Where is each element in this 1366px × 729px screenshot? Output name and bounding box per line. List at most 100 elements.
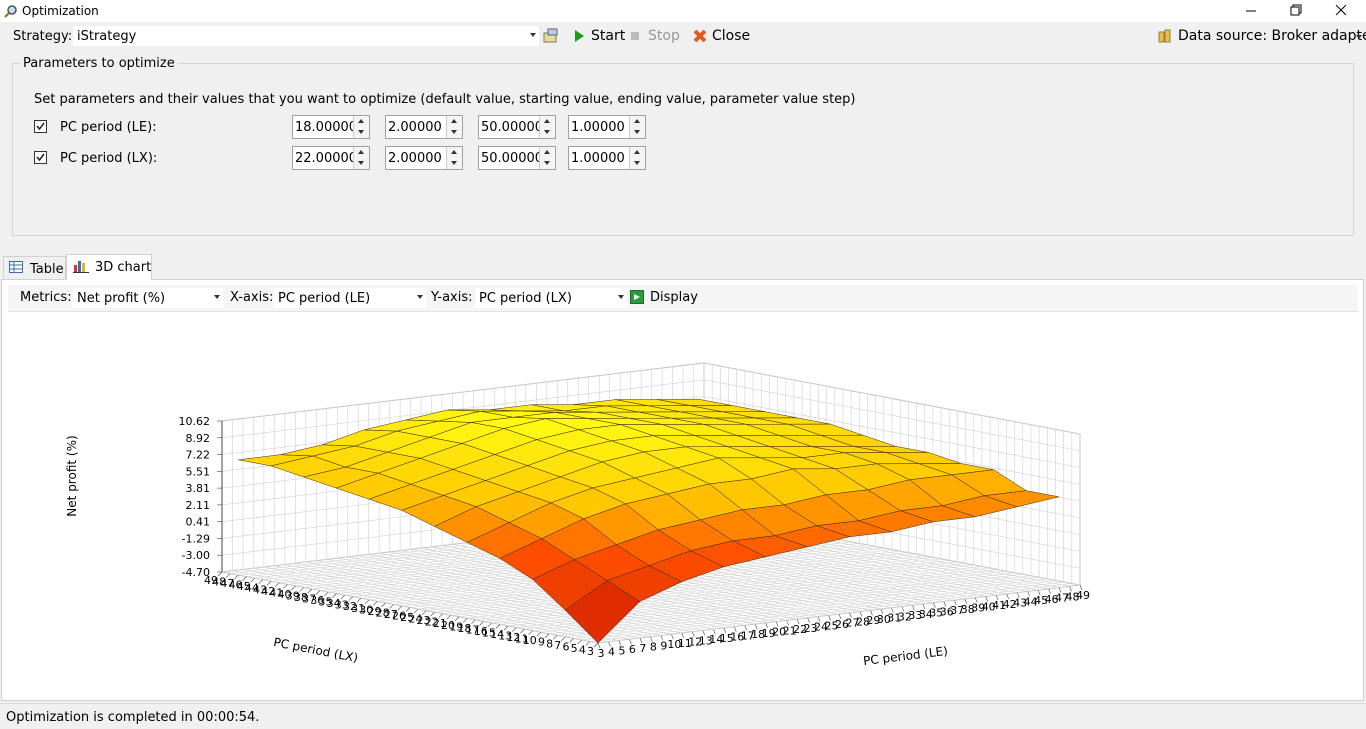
grid-line (483, 563, 966, 622)
data-source-button[interactable]: Data source: Broker adapter (1178, 28, 1366, 44)
end-value: 50.00000 (481, 120, 544, 135)
tab-label: Table (30, 262, 64, 277)
y-tick-label: 5 (571, 642, 578, 655)
y-tick-label: 41 (269, 586, 283, 599)
tab[interactable]: Table (3, 256, 66, 278)
tab-label: 3D chart (95, 260, 152, 275)
x-tick-label: 20 (772, 626, 786, 639)
tab-active[interactable]: 3D chart (66, 254, 152, 280)
tick-mark (275, 582, 280, 588)
grid-line (557, 576, 1040, 636)
x-tick-label: 38 (961, 603, 975, 616)
tick-mark (552, 635, 558, 640)
y-tick-label: 9 (538, 636, 545, 649)
tick-mark (503, 625, 509, 631)
y-tick-label: 24 (408, 613, 422, 626)
tick-mark (671, 634, 674, 640)
title-bar: Optimization (0, 0, 1366, 22)
x-tick-label: 35 (929, 607, 943, 620)
tick-mark (702, 630, 706, 636)
default-value: 18.00000 (295, 120, 358, 135)
y-tick-label: 13 (498, 630, 512, 643)
x-tick-label: 15 (720, 632, 734, 645)
grid-line (548, 575, 1031, 635)
y-tick-label: 30 (359, 603, 373, 616)
tick-mark (585, 641, 591, 646)
default-spin[interactable]: 18.00000 (292, 115, 370, 139)
z-tick-label: 10.62 (179, 415, 211, 428)
y-tick-label: 39 (286, 589, 300, 602)
checkbox[interactable] (34, 151, 47, 164)
display-icon (630, 290, 644, 304)
z-tick-label: 7.22 (186, 449, 211, 462)
tick-mark (528, 630, 533, 635)
grid-line (459, 558, 942, 618)
parameters-instruction: Set parameters and their values that you… (34, 92, 856, 107)
z-tick-label: 3.81 (186, 482, 211, 495)
tick-mark (754, 623, 758, 630)
x-axis-title: PC period (LE) (862, 644, 948, 668)
data-source-arrow (1356, 35, 1362, 39)
tick-mark (974, 597, 978, 603)
app-icon (4, 5, 17, 18)
tick-mark (891, 607, 894, 613)
y-tick-label: 12 (506, 631, 520, 644)
y-axis-label: Y-axis: (431, 290, 473, 305)
y-axis-combo[interactable]: PC period (LX) (475, 288, 627, 308)
tick-mark (324, 591, 329, 597)
grid-line (581, 581, 1064, 641)
grid-line (597, 584, 1081, 644)
surface-chart: 3 4 5 6 7 8 9 101112131415161718192021222324252… (65, 362, 1090, 668)
x-tick-label: 16 (730, 631, 744, 644)
end-spin[interactable]: 50.00000 (478, 115, 556, 139)
x-tick-label: 25 (825, 619, 839, 632)
y-tick-label: 8 (546, 637, 553, 650)
y-tick-label: 15 (482, 626, 496, 639)
x-tick-label: 13 (699, 634, 713, 647)
x-tick-label: 24 (814, 621, 828, 634)
stop-button[interactable]: Stop (648, 28, 680, 44)
grid-line (703, 379, 1081, 452)
x-tick-label: 30 (877, 613, 891, 626)
surface-cell (984, 490, 1060, 508)
metrics-label: Metrics: (20, 290, 72, 305)
z-tick-label: -1.29 (182, 532, 210, 545)
y-tick-label: 17 (466, 623, 480, 636)
strategy-combo[interactable]: iStrategy (73, 26, 539, 46)
tick-mark (796, 618, 800, 625)
strategy-label: Strategy: (13, 29, 73, 44)
y-tick-label: 36 (310, 594, 324, 607)
metrics-combo[interactable]: Net profit (%) (73, 288, 223, 308)
start-button[interactable]: Start (591, 28, 626, 44)
grid-line (589, 583, 1072, 642)
x-tick-label: 5 (618, 644, 625, 657)
metrics-value: Net profit (%) (77, 291, 166, 306)
window-controls[interactable] (1230, 0, 1366, 22)
checkbox[interactable] (34, 120, 47, 133)
grid-line (221, 379, 705, 439)
tick-mark (242, 576, 247, 581)
start-spin[interactable]: 2.00000 (385, 146, 463, 170)
start-spin[interactable]: 2.00000 (385, 115, 463, 139)
grid-line (540, 573, 1023, 633)
step-spin[interactable]: 1.00000 (568, 146, 646, 170)
tick-mark (629, 639, 632, 645)
start-icon (575, 30, 584, 42)
y-tick-label: 31 (351, 602, 365, 615)
step-spin[interactable]: 1.00000 (568, 115, 646, 139)
tick-mark (775, 621, 779, 627)
x-tick-label: 9 (660, 639, 667, 652)
close-button[interactable]: Close (712, 28, 751, 44)
settings-icon[interactable] (543, 28, 559, 44)
default-spin[interactable]: 22.00000 (292, 146, 370, 170)
end-spin[interactable]: 50.00000 (478, 146, 556, 170)
y-tick-label: 20 (441, 619, 455, 632)
y-tick-label: 18 (457, 622, 471, 635)
tick-mark (463, 618, 468, 623)
x-axis-combo[interactable]: PC period (LE) (274, 288, 426, 308)
y-tick-label: 7 (554, 639, 561, 652)
tick-mark (593, 642, 599, 648)
chart-toolbar: Metrics: Net profit (%) X-axis: PC perio… (8, 285, 1358, 312)
display-button[interactable]: Display (650, 290, 698, 305)
